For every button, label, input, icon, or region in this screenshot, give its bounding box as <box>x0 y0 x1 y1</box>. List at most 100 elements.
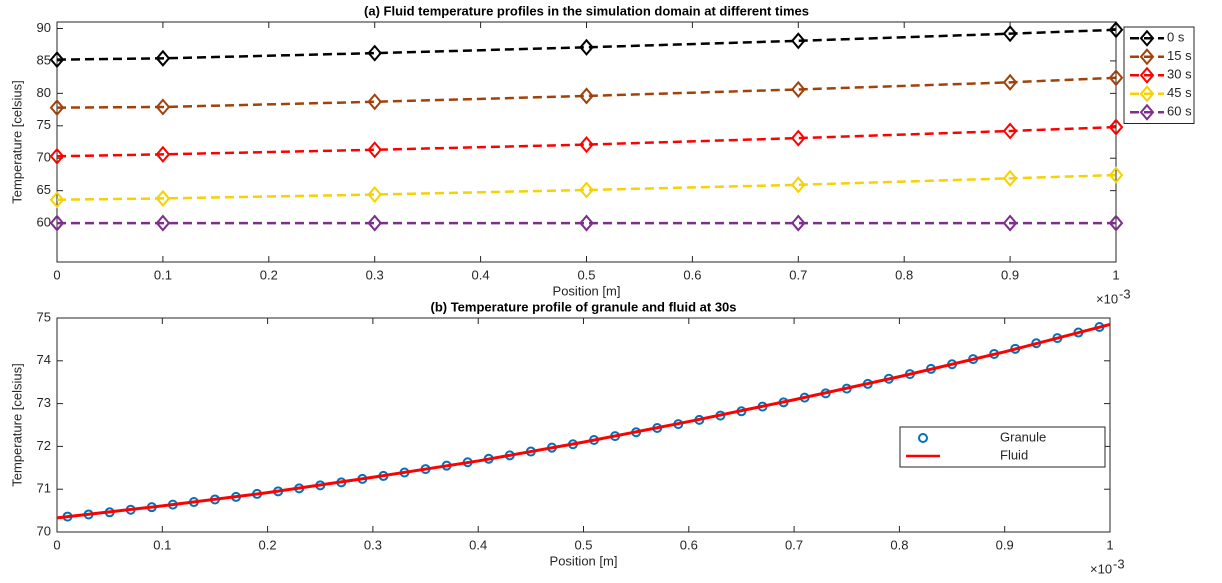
x-tick-label: 0.7 <box>789 267 807 282</box>
marker <box>1108 118 1124 136</box>
marker <box>1002 214 1018 232</box>
marker <box>790 32 806 50</box>
marker <box>1139 48 1155 66</box>
legend-label: Fluid <box>1000 447 1028 462</box>
marker <box>155 49 171 67</box>
marker <box>1002 73 1018 91</box>
y-axis-label: Temperature [celsius] <box>9 363 24 487</box>
marker <box>579 136 594 154</box>
marker <box>1108 21 1124 39</box>
x-tick-label: 1 <box>1106 537 1113 552</box>
marker <box>579 214 594 232</box>
marker <box>1002 25 1018 43</box>
marker <box>790 80 806 98</box>
x-axis-label: Position [m] <box>550 553 618 568</box>
y-tick-label: 73 <box>37 395 51 410</box>
legend-label: 15 s <box>1167 48 1192 63</box>
x-multiplier: ×10 <box>1096 291 1118 306</box>
y-tick-label: 71 <box>37 481 51 496</box>
x-tick-label: 0.1 <box>154 267 172 282</box>
marker <box>790 176 806 194</box>
x-tick-label: 0.3 <box>364 537 382 552</box>
series-line <box>56 125 1117 158</box>
series-line <box>56 173 1117 201</box>
marker <box>579 38 594 56</box>
marker <box>367 44 383 62</box>
marker <box>155 145 171 163</box>
x-tick-label: 0.9 <box>1001 267 1019 282</box>
y-tick-label: 75 <box>37 309 51 324</box>
x-tick-label: 0.8 <box>890 537 908 552</box>
x-multiplier: ×10 <box>1090 561 1112 576</box>
legend-label: 60 s <box>1167 104 1192 119</box>
x-tick-label: 0.4 <box>472 267 490 282</box>
series-line <box>56 322 1111 520</box>
y-tick-label: 72 <box>37 438 51 453</box>
marker <box>1139 66 1155 84</box>
marker <box>367 93 383 111</box>
marker <box>1002 122 1018 140</box>
x-tick-label: 0 <box>53 537 60 552</box>
x-tick-label: 0.8 <box>895 267 913 282</box>
marker <box>367 186 383 204</box>
marker <box>1002 169 1018 187</box>
y-axis-label: Temperature [celsius] <box>9 80 24 204</box>
marker <box>579 181 594 199</box>
legend-label: Granule <box>1000 429 1046 444</box>
marker <box>49 147 65 165</box>
x-multiplier-exponent: -3 <box>1113 556 1125 571</box>
y-tick-label: 85 <box>37 52 51 67</box>
x-tick-label: 1 <box>1112 267 1119 282</box>
x-tick-label: 0.3 <box>366 267 384 282</box>
y-tick-label: 90 <box>37 20 51 35</box>
marker <box>155 98 171 116</box>
marker <box>49 51 65 69</box>
marker <box>49 191 65 209</box>
legend-label: 0 s <box>1167 30 1185 45</box>
x-tick-label: 0.5 <box>577 267 595 282</box>
x-axis-label: Position [m] <box>553 283 621 298</box>
marker <box>367 214 383 232</box>
chart-title: (b) Temperature profile of granule and f… <box>430 299 736 314</box>
series-line <box>56 28 1117 61</box>
legend-box <box>899 426 1106 468</box>
x-multiplier-exponent: -3 <box>1119 286 1131 301</box>
marker <box>1139 103 1155 121</box>
x-tick-label: 0.6 <box>683 267 701 282</box>
legend: 0 s 15 s 30 s 45 s 60 s <box>1123 26 1195 124</box>
y-tick-label: 75 <box>37 117 51 132</box>
marker <box>155 189 171 207</box>
marker <box>155 214 171 232</box>
y-tick-label: 74 <box>37 352 51 367</box>
legend: Granule Fluid <box>899 426 1106 468</box>
y-tick-label: 70 <box>37 150 51 165</box>
marker <box>1108 69 1124 87</box>
marker <box>918 433 928 443</box>
x-tick-label: 0.1 <box>153 537 171 552</box>
marker <box>579 87 594 105</box>
marker <box>49 99 65 117</box>
marker <box>1139 29 1155 47</box>
series-line <box>56 76 1117 109</box>
x-tick-label: 0.5 <box>574 537 592 552</box>
x-tick-label: 0 <box>53 267 60 282</box>
y-tick-label: 70 <box>37 523 51 538</box>
x-tick-label: 0.7 <box>785 537 803 552</box>
marker <box>790 129 806 147</box>
y-tick-label: 80 <box>37 85 51 100</box>
marker <box>1139 85 1155 103</box>
chart-title: (a) Fluid temperature profiles in the si… <box>364 3 809 18</box>
x-tick-label: 0.2 <box>259 537 277 552</box>
marker <box>49 214 65 232</box>
y-tick-label: 65 <box>37 182 51 197</box>
legend-label: 30 s <box>1167 67 1192 82</box>
marker <box>790 214 806 232</box>
legend-label: 45 s <box>1167 85 1192 100</box>
x-tick-label: 0.4 <box>469 537 487 552</box>
x-tick-label: 0.2 <box>260 267 278 282</box>
y-tick-label: 60 <box>37 215 51 230</box>
x-tick-label: 0.6 <box>680 537 698 552</box>
marker <box>367 141 383 159</box>
x-tick-label: 0.9 <box>996 537 1014 552</box>
